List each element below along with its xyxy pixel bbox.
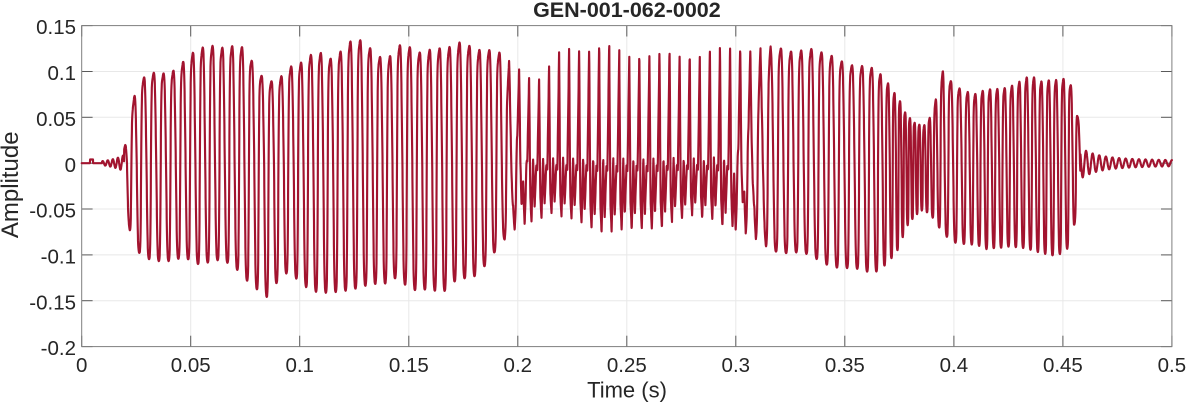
svg-text:Time (s): Time (s) [587, 377, 667, 402]
svg-text:0.45: 0.45 [1043, 354, 1083, 377]
svg-text:0.4: 0.4 [940, 354, 969, 377]
svg-text:Amplitude: Amplitude [0, 131, 24, 238]
svg-text:0.1: 0.1 [285, 354, 314, 377]
svg-text:-0.05: -0.05 [29, 200, 76, 223]
svg-text:0.05: 0.05 [36, 108, 76, 131]
svg-text:0.3: 0.3 [722, 354, 751, 377]
svg-text:0.1: 0.1 [48, 62, 77, 85]
svg-text:0.5: 0.5 [1158, 354, 1187, 377]
svg-text:-0.2: -0.2 [41, 337, 76, 360]
svg-text:0.2: 0.2 [504, 354, 533, 377]
svg-text:0.35: 0.35 [825, 354, 865, 377]
svg-text:0: 0 [65, 154, 76, 177]
svg-text:GEN-001-062-0002: GEN-001-062-0002 [533, 0, 721, 22]
svg-text:0: 0 [76, 354, 87, 377]
svg-text:0.15: 0.15 [36, 16, 76, 39]
svg-text:-0.15: -0.15 [29, 291, 76, 314]
svg-text:-0.1: -0.1 [41, 246, 76, 269]
svg-text:0.05: 0.05 [171, 354, 211, 377]
svg-text:0.25: 0.25 [607, 354, 647, 377]
svg-text:0.15: 0.15 [389, 354, 429, 377]
